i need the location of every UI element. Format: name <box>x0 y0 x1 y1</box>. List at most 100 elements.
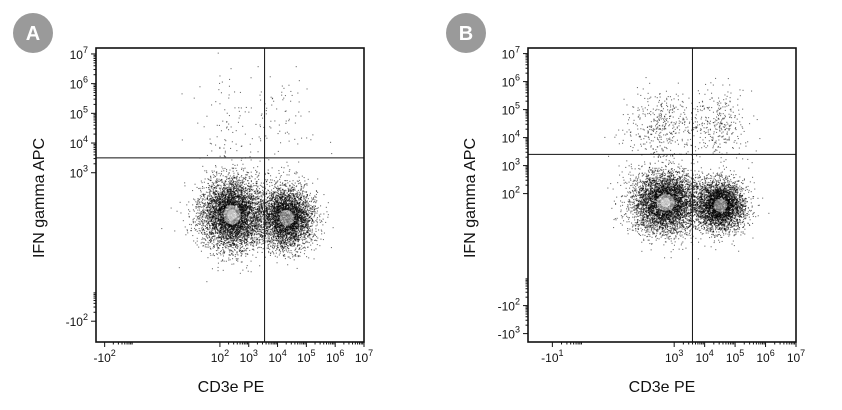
panel-a-event-point <box>205 216 207 218</box>
panel-a-event-point <box>208 212 210 214</box>
panel-a-event-point <box>215 176 217 178</box>
panel-a-event-point <box>195 242 197 244</box>
panel-a-event-point <box>254 223 256 225</box>
panel-a-event-point <box>218 241 220 243</box>
panel-a-event-point <box>240 189 242 191</box>
panel-a-event-point <box>217 228 219 230</box>
panel-a-event-point <box>259 233 261 235</box>
panel-a-event-point <box>215 206 217 208</box>
panel-a-event-point <box>213 222 215 224</box>
panel-a-event-point <box>235 190 237 192</box>
panel-a-event-point <box>203 194 205 196</box>
panel-a-event-point <box>222 225 224 227</box>
panel-a-event-point <box>220 205 222 207</box>
panel-a-event-point <box>218 204 220 206</box>
panel-a-event-point <box>218 221 220 223</box>
panel-a-event-point <box>239 204 241 206</box>
panel-a-event-point <box>199 204 201 206</box>
panel-a-event-point <box>228 211 230 213</box>
panel-a-event-point <box>217 249 219 251</box>
panel-a-event-point <box>220 184 222 186</box>
panel-a-event-point <box>233 247 235 249</box>
panel-a-event-point <box>233 237 235 239</box>
panel-a-event-point <box>232 194 234 196</box>
panel-a-event-point <box>238 205 240 207</box>
panel-a-event-point <box>232 251 234 253</box>
panel-a-event-point <box>236 251 238 253</box>
panel-a-event-point <box>214 201 216 203</box>
panel-a-event-point <box>245 245 247 247</box>
panel-a-event-point <box>207 228 209 230</box>
panel-a-event-point <box>212 247 214 249</box>
panel-a-event-point <box>233 222 235 224</box>
panel-a-event-point <box>222 233 224 235</box>
panel-a-event-point <box>229 200 231 202</box>
panel-a-event-point <box>245 234 247 236</box>
panel-a-event-point <box>241 204 243 206</box>
panel-a-event-point <box>204 233 206 235</box>
panel-a-event-point <box>208 188 210 190</box>
panel-a-event-point <box>241 185 243 187</box>
panel-a-event-point <box>225 236 227 238</box>
panel-a-event-point <box>215 187 217 189</box>
panel-a-event-point <box>237 196 239 198</box>
panel-a-event-point <box>237 217 239 219</box>
panel-a-event-point <box>212 217 214 219</box>
panel-a-event-point <box>237 231 239 233</box>
panel-a-event-point <box>245 217 247 219</box>
panel-a-event-point <box>255 226 257 228</box>
panel-a-event-point <box>232 244 234 246</box>
panel-a-event-point <box>246 214 248 216</box>
panel-a-event-point <box>241 261 243 263</box>
panel-a-event-point <box>202 219 204 221</box>
panel-a-event-point <box>240 229 242 231</box>
panel-a-event-point <box>255 214 257 216</box>
panel-a-event-point <box>203 208 205 210</box>
panel-a-event-point <box>231 232 233 234</box>
panel-a-event-point <box>230 207 232 209</box>
panel-a-event-point <box>218 180 220 182</box>
panel-a-event-point <box>205 187 207 189</box>
panel-a-event-point <box>217 223 219 225</box>
panel-a-event-point <box>232 210 234 212</box>
panel-a-event-point <box>261 234 263 236</box>
panel-a-event-point <box>235 197 237 199</box>
panel-a-event-point <box>200 180 202 182</box>
panel-a-event-point <box>188 201 190 203</box>
panel-a-event-point <box>241 200 243 202</box>
panel-a-event-point <box>264 236 266 238</box>
panel-a-event-point <box>251 234 253 236</box>
panel-a-event-point <box>218 229 220 231</box>
panel-a-event-point <box>227 213 229 215</box>
panel-a-event-point <box>215 207 217 209</box>
panel-a-event-point <box>246 229 248 231</box>
panel-a-event-point <box>246 240 248 242</box>
panel-a-event-point <box>229 180 231 182</box>
panel-a-event-point <box>206 213 208 215</box>
panel-a-event-point <box>226 206 228 208</box>
panel-a-event-point <box>225 180 227 182</box>
panel-a-event-point <box>245 197 247 199</box>
panel-a-event-point <box>230 239 232 241</box>
panel-a-event-point <box>204 244 206 246</box>
panel-a-event-point <box>239 245 241 247</box>
panel-a-event-point <box>218 252 220 254</box>
panel-a-event-point <box>206 281 208 283</box>
panel-a-event-point <box>256 190 258 192</box>
panel-a-event-point <box>242 224 244 226</box>
panel-a-event-point <box>198 228 200 230</box>
panel-a-event-point <box>227 209 229 211</box>
panel-a-event-point <box>229 193 231 195</box>
panel-a-event-point <box>222 229 224 231</box>
panel-a-event-point <box>204 230 206 232</box>
panel-a-event-point <box>200 197 202 199</box>
panel-a-event-point <box>242 163 244 165</box>
panel-a-event-point <box>218 237 220 239</box>
panel-a-event-point <box>203 198 205 200</box>
panel-a-event-point <box>207 196 209 198</box>
panel-a-event-point <box>245 208 247 210</box>
panel-a-event-point <box>210 179 212 181</box>
panel-a-event-point <box>201 241 203 243</box>
panel-a-event-point <box>232 216 234 218</box>
panel-a-event-point <box>207 204 209 206</box>
